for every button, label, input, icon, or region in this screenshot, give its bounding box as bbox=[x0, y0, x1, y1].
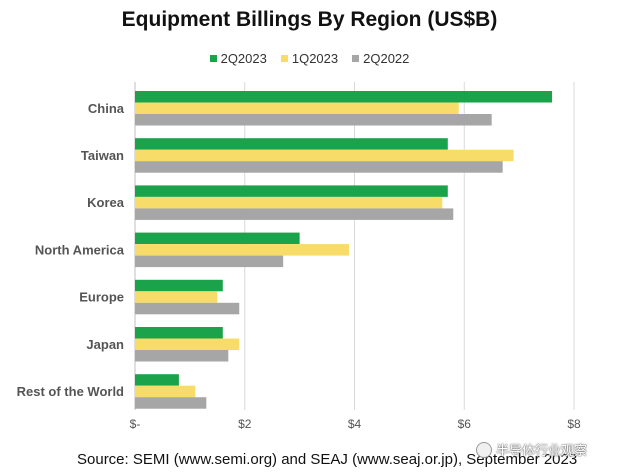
bar bbox=[135, 255, 284, 268]
x-tick-label: $- bbox=[130, 417, 141, 431]
category-label: Korea bbox=[87, 195, 125, 210]
chart-title: Equipment Billings By Region (US$B) bbox=[121, 8, 498, 31]
bar bbox=[135, 196, 443, 209]
x-tick-label: $4 bbox=[348, 417, 362, 431]
wechat-icon bbox=[476, 441, 492, 458]
legend-label: 2Q2022 bbox=[363, 51, 410, 66]
bar bbox=[135, 374, 179, 386]
bar bbox=[135, 244, 350, 256]
legend-entry: 2Q2023 bbox=[209, 51, 267, 66]
category-label: Japan bbox=[86, 337, 124, 352]
bar bbox=[135, 291, 218, 303]
bar bbox=[135, 91, 553, 103]
legend-label: 2Q2023 bbox=[220, 51, 267, 66]
bar bbox=[135, 114, 492, 126]
bar bbox=[135, 350, 229, 362]
bar bbox=[135, 185, 448, 197]
watermark: 半导体行业观察 bbox=[476, 440, 587, 459]
bar bbox=[135, 138, 448, 150]
bar bbox=[135, 338, 240, 350]
legend-swatch bbox=[280, 55, 288, 62]
bar bbox=[135, 208, 454, 220]
bar bbox=[135, 279, 223, 292]
category-label: Rest of the World bbox=[17, 384, 124, 399]
x-tick-label: $6 bbox=[458, 417, 472, 431]
bar bbox=[135, 327, 223, 339]
legend-entry: 2Q2022 bbox=[352, 51, 409, 66]
bar bbox=[135, 397, 207, 409]
category-label: China bbox=[88, 101, 125, 116]
bar bbox=[135, 161, 503, 173]
category-label: North America bbox=[35, 242, 125, 257]
category-label: Taiwan bbox=[81, 148, 124, 163]
category-label: Europe bbox=[79, 290, 124, 305]
x-tick-label: $8 bbox=[567, 417, 581, 431]
bar bbox=[135, 385, 196, 398]
bar bbox=[135, 302, 240, 315]
bar bbox=[135, 102, 459, 114]
source-note: Source: SEMI (www.semi.org) and SEAJ (ww… bbox=[77, 451, 578, 468]
x-tick-label: $2 bbox=[238, 417, 252, 431]
legend: 2Q2023 1Q2023 2Q2022 bbox=[0, 51, 619, 66]
legend-label: 1Q2023 bbox=[291, 51, 339, 66]
legend-swatch bbox=[209, 55, 217, 62]
bar bbox=[135, 232, 300, 245]
legend-entry: 1Q2023 bbox=[280, 51, 339, 66]
watermark-text: 半导体行业观察 bbox=[496, 443, 588, 458]
bar bbox=[135, 149, 514, 162]
legend-swatch bbox=[352, 55, 360, 62]
